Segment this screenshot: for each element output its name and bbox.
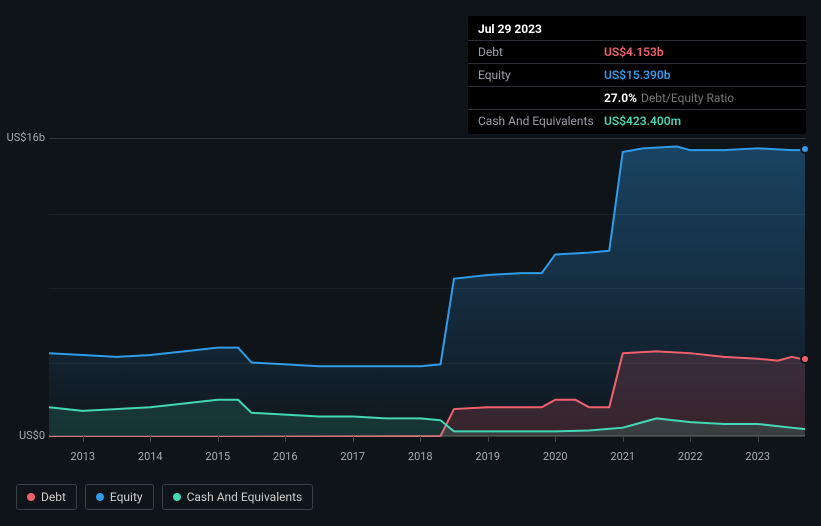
tooltip-label xyxy=(478,91,604,105)
debt-marker xyxy=(800,354,810,364)
tooltip-row: 27.0%Debt/Equity Ratio xyxy=(468,87,806,110)
tooltip-date: Jul 29 2023 xyxy=(468,18,806,41)
legend-swatch xyxy=(27,493,35,501)
legend-label: Equity xyxy=(110,490,143,504)
x-axis-label: 2019 xyxy=(475,450,500,463)
equity-marker xyxy=(800,144,810,154)
tooltip-value: US$15.390b xyxy=(604,68,796,82)
x-axis-label: 2014 xyxy=(138,450,163,463)
tooltip-value: US$4.153b xyxy=(604,45,796,59)
x-tick-mark xyxy=(420,436,421,442)
tooltip-row: EquityUS$15.390b xyxy=(468,64,806,87)
x-tick-mark xyxy=(758,436,759,442)
x-tick-mark xyxy=(218,436,219,442)
y-axis-label: US$16b xyxy=(0,131,45,144)
data-tooltip: Jul 29 2023 DebtUS$4.153bEquityUS$15.390… xyxy=(468,16,806,134)
legend-label: Cash And Equivalents xyxy=(187,490,303,504)
debt-equity-chart: 2013 2014 2015 2016 2017 2018 2019 2020 2021 2022… xyxy=(16,124,805,470)
gridline xyxy=(49,363,805,364)
legend-item-debt[interactable]: Debt xyxy=(16,484,77,510)
tooltip-ratio: 27.0%Debt/Equity Ratio xyxy=(604,91,796,105)
legend-swatch xyxy=(96,493,104,501)
x-tick-mark xyxy=(690,436,691,442)
legend-swatch xyxy=(173,493,181,501)
legend: Debt Equity Cash And Equivalents xyxy=(16,484,313,510)
tooltip-row: DebtUS$4.153b xyxy=(468,41,806,64)
gridline xyxy=(49,214,805,215)
tooltip-label: Debt xyxy=(478,45,604,59)
x-tick-mark xyxy=(353,436,354,442)
x-axis-label: 2013 xyxy=(70,450,95,463)
x-tick-mark xyxy=(83,436,84,442)
y-axis-label: US$0 xyxy=(0,429,45,442)
plot-area xyxy=(49,138,805,436)
tooltip-label: Equity xyxy=(478,68,604,82)
x-tick-mark xyxy=(285,436,286,442)
x-axis: 2013 2014 2015 2016 2017 2018 2019 2020 2021 2022… xyxy=(49,436,805,470)
legend-label: Debt xyxy=(41,490,66,504)
x-axis-label: 2018 xyxy=(408,450,433,463)
x-axis-label: 2020 xyxy=(543,450,568,463)
x-axis-label: 2022 xyxy=(678,450,703,463)
x-axis-label: 2017 xyxy=(340,450,365,463)
x-tick-mark xyxy=(150,436,151,442)
x-axis-label: 2015 xyxy=(205,450,230,463)
legend-item-equity[interactable]: Equity xyxy=(85,484,154,510)
x-tick-mark xyxy=(555,436,556,442)
x-tick-mark xyxy=(623,436,624,442)
x-tick-mark xyxy=(488,436,489,442)
x-axis-label: 2021 xyxy=(610,450,635,463)
x-axis-label: 2016 xyxy=(273,450,298,463)
gridline xyxy=(49,288,805,289)
x-axis-label: 2023 xyxy=(745,450,770,463)
legend-item-cash-and-equivalents[interactable]: Cash And Equivalents xyxy=(162,484,314,510)
